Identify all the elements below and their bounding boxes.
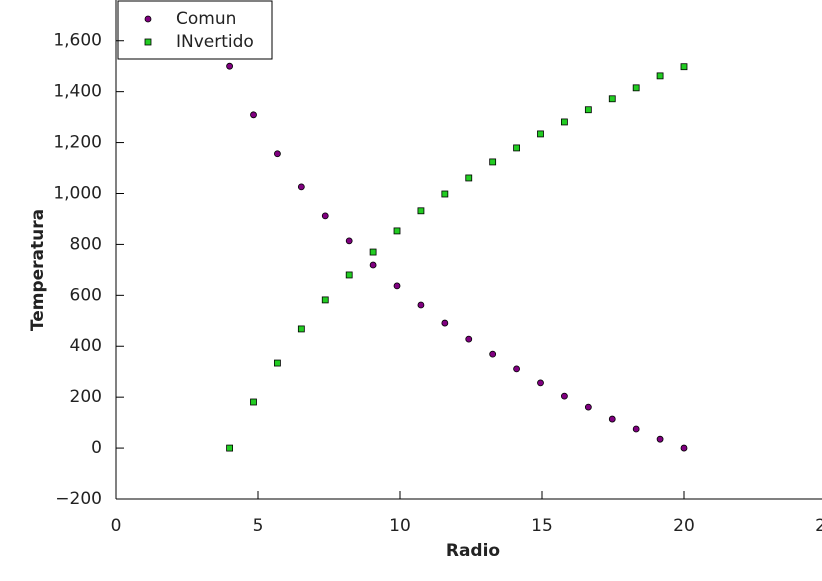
data-point	[584, 403, 592, 411]
legend-label: INvertido	[176, 32, 254, 52]
data-point	[321, 296, 329, 304]
x-axis-label: Radio	[446, 541, 500, 561]
data-point	[417, 207, 425, 215]
y-tick-label: 800	[70, 234, 102, 254]
data-point	[417, 301, 425, 309]
data-point	[513, 144, 520, 152]
data-point	[250, 111, 257, 119]
y-axis-label: Temperatura	[28, 209, 48, 331]
data-point	[345, 237, 353, 245]
y-tick-label: 1,400	[53, 82, 102, 102]
data-point	[274, 150, 281, 158]
x-tick-label: 20	[673, 516, 695, 536]
data-point	[632, 84, 640, 92]
y-tick-label: 0	[91, 438, 102, 458]
y-tick-label: 400	[70, 336, 102, 356]
y-tick-label: 200	[70, 387, 102, 407]
x-tick-label: 5	[253, 516, 264, 536]
data-point	[680, 444, 688, 452]
data-point	[489, 350, 497, 358]
data-point	[226, 62, 234, 70]
data-point	[321, 212, 329, 220]
data-point	[441, 319, 449, 327]
data-point	[513, 365, 520, 373]
data-point	[369, 248, 377, 256]
data-point	[537, 379, 544, 387]
data-point	[250, 398, 257, 406]
legend-box	[117, 0, 273, 60]
legend-marker	[144, 15, 152, 23]
data-point	[297, 325, 305, 333]
data-point	[274, 359, 281, 367]
data-point	[465, 335, 473, 343]
y-tick-label: −200	[55, 489, 102, 509]
legend-label: Comun	[176, 9, 236, 29]
x-tick-label: 0	[111, 516, 122, 536]
y-tick-label: 600	[70, 285, 102, 305]
data-point	[656, 435, 664, 443]
x-tick-label: 15	[531, 516, 553, 536]
data-point	[680, 63, 688, 71]
data-point	[537, 130, 544, 138]
x-tick-label: 10	[389, 516, 411, 536]
data-point	[656, 72, 664, 80]
data-point	[297, 183, 305, 191]
data-point	[226, 444, 234, 452]
data-point	[561, 118, 568, 126]
x-tick-label: 25	[815, 516, 822, 536]
data-point	[369, 261, 377, 269]
y-tick-label: 1,000	[53, 183, 102, 203]
data-point	[393, 227, 401, 235]
data-point	[632, 425, 640, 433]
data-point	[561, 392, 568, 400]
data-point	[608, 415, 616, 423]
data-point	[489, 158, 497, 166]
data-point	[465, 174, 473, 182]
data-point	[441, 190, 449, 198]
data-point	[608, 95, 616, 103]
data-point	[345, 271, 353, 279]
data-point	[584, 106, 592, 114]
y-tick-label: 1,600	[53, 31, 102, 51]
y-tick-label: 1,200	[53, 133, 102, 153]
legend-marker	[144, 38, 152, 46]
data-point	[393, 282, 401, 290]
